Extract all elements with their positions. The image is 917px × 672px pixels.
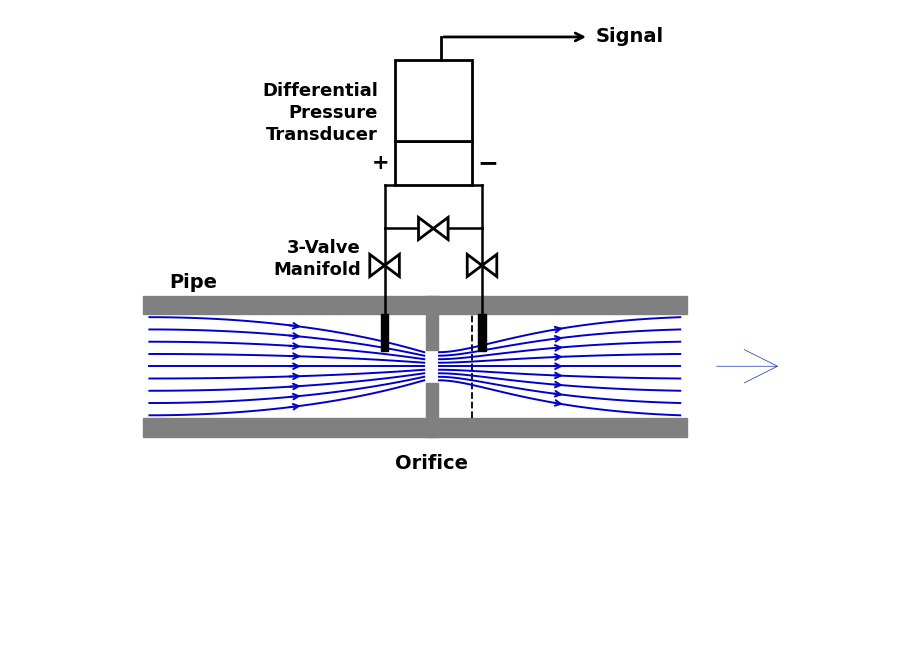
Bar: [394, 60, 472, 141]
Bar: [479, 314, 486, 351]
Bar: [425, 296, 437, 349]
Polygon shape: [384, 255, 400, 277]
Text: −: −: [478, 151, 498, 175]
Bar: [394, 141, 472, 185]
Text: Orifice: Orifice: [395, 454, 468, 472]
Bar: [381, 314, 388, 351]
Polygon shape: [418, 218, 434, 239]
Polygon shape: [482, 255, 497, 277]
Text: Signal: Signal: [595, 28, 664, 46]
Text: +: +: [371, 153, 390, 173]
Text: Pipe: Pipe: [170, 274, 217, 292]
Bar: [143, 296, 687, 314]
Text: 3-Valve
Manifold: 3-Valve Manifold: [273, 239, 361, 279]
Text: Differential
Pressure
Transducer: Differential Pressure Transducer: [262, 82, 378, 144]
Polygon shape: [370, 255, 384, 277]
Bar: [425, 383, 437, 437]
Polygon shape: [468, 255, 482, 277]
Polygon shape: [434, 218, 448, 239]
Bar: [143, 418, 687, 437]
